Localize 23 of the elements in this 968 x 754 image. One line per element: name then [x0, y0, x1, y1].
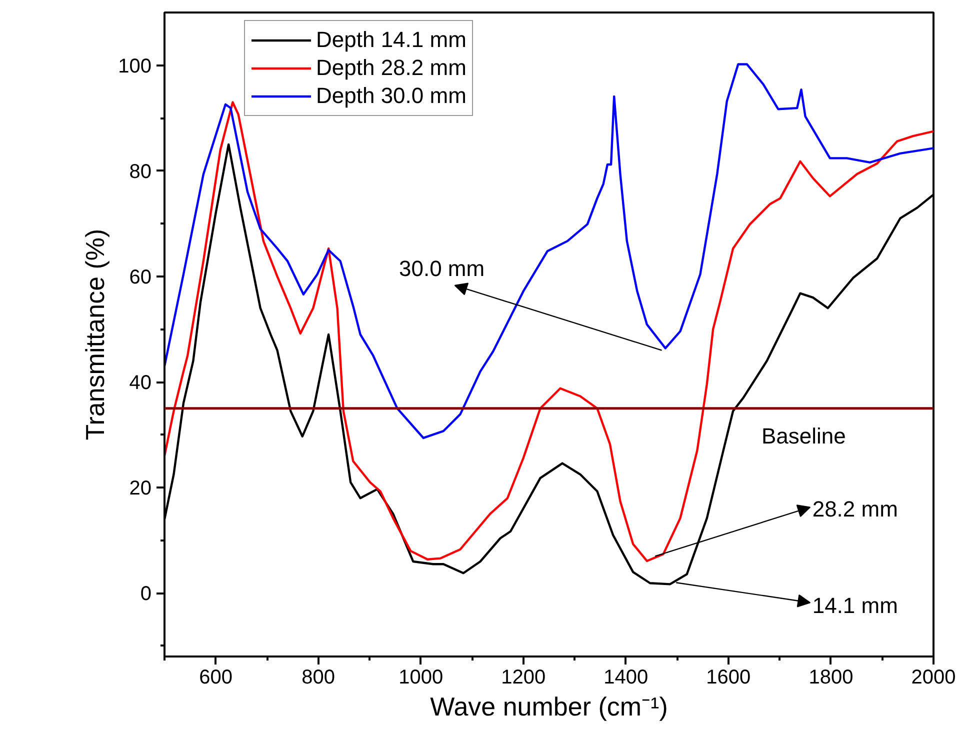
y-tick-label: 20	[129, 478, 152, 500]
y-tick-label: 100	[118, 55, 152, 78]
y-tick-label: 0	[140, 583, 152, 606]
x-tick-label: 1200	[501, 666, 546, 688]
x-axis-title: Wave number (cm⁻¹)	[430, 692, 668, 722]
x-tick-label: 1000	[398, 666, 444, 688]
x-tick-label: 1800	[808, 666, 854, 688]
y-tick-label: 60	[129, 266, 152, 288]
x-tick-label: 600	[199, 666, 232, 688]
legend-label: Depth 30.0 mm	[316, 83, 466, 109]
x-tick-label: 800	[302, 666, 335, 688]
legend-label: Depth 14.1 mm	[316, 27, 466, 53]
x-tick-label: 1600	[706, 666, 751, 688]
annotation: 30.0 mm	[398, 256, 485, 281]
annotation: 14.1 mm	[812, 593, 898, 618]
ref-line-label: Baseline	[762, 423, 846, 448]
annotation: 28.2 mm	[812, 496, 898, 522]
x-tick-label: 2000	[911, 666, 956, 688]
x-tick-label: 1400	[604, 666, 648, 688]
y-tick-label: 40	[129, 372, 152, 394]
legend-label: Depth 28.2 mm	[316, 55, 466, 81]
y-tick-label: 80	[129, 160, 152, 183]
y-axis-title: Transmittance (%)	[80, 228, 110, 440]
